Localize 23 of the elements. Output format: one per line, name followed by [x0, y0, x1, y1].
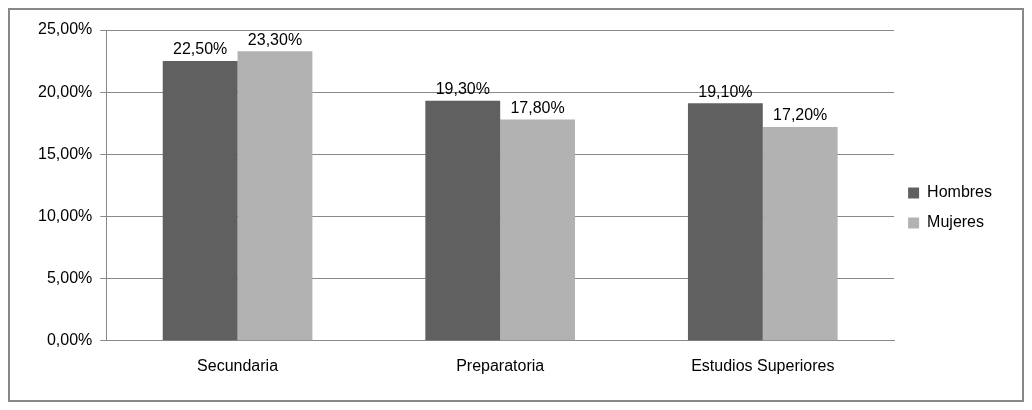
bar [425, 100, 501, 341]
y-tick-label: 5,00% [46, 269, 93, 287]
data-label: 22,50% [173, 40, 228, 58]
y-tick-label: 0,00% [46, 331, 93, 349]
data-label: 19,10% [698, 82, 753, 100]
bar [237, 51, 313, 341]
legend-label: Hombres [927, 183, 992, 201]
x-tick-label: Estudios Superiores [691, 356, 835, 374]
y-tick-label: 10,00% [38, 206, 93, 224]
x-tick-label: Secundaria [197, 356, 279, 374]
y-tick-label: 20,00% [38, 82, 93, 100]
data-label: 17,20% [773, 106, 828, 124]
bar [500, 119, 576, 341]
data-label: 23,30% [247, 30, 303, 48]
legend-label: Mujeres [927, 213, 984, 231]
data-label: 17,80% [510, 98, 565, 116]
data-label: 19,30% [435, 80, 490, 98]
bar [687, 103, 763, 341]
bar [762, 126, 838, 341]
bar [162, 61, 238, 341]
y-tick-label: 15,00% [38, 144, 93, 162]
x-tick-label: Preparatoria [456, 356, 545, 374]
y-tick-label: 25,00% [38, 20, 93, 38]
